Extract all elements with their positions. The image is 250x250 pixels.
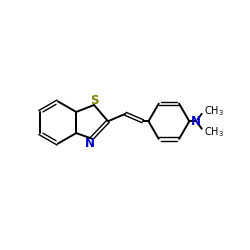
Text: N: N: [85, 137, 95, 150]
Text: N: N: [191, 115, 201, 128]
Text: CH$_3$: CH$_3$: [204, 125, 224, 138]
Text: S: S: [90, 94, 98, 107]
Text: CH$_3$: CH$_3$: [204, 104, 224, 118]
